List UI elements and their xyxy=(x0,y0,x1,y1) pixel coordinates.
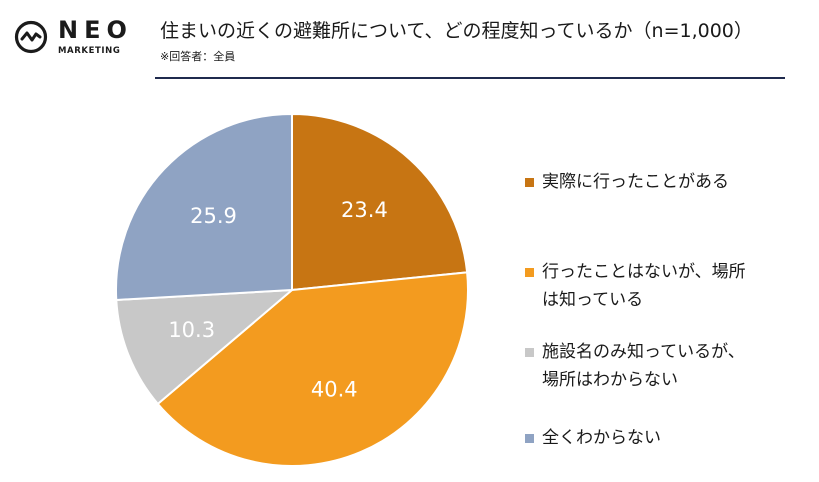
legend-label-2: 行ったことはないが、場所 は知っている xyxy=(542,262,746,310)
pie-slice-3 xyxy=(115,288,295,406)
chart-subtitle: ※回答者：全員 xyxy=(160,50,236,63)
pie-slice-label-1: 23.4 xyxy=(341,198,388,222)
pie-slice-1 xyxy=(291,112,469,292)
pie-slice-label-4: 25.9 xyxy=(190,204,237,228)
logo-subtext: MARKETING xyxy=(58,46,121,56)
legend-swatch-1 xyxy=(525,178,534,187)
chart-title: 住まいの近くの避難所について、どの程度知っているか（n=1,000） xyxy=(160,20,753,42)
legend-item-1: 実際に行ったことがある xyxy=(525,168,782,196)
legend-swatch-3 xyxy=(525,348,534,357)
neo-marketing-logo: NEO MARKETING xyxy=(14,14,144,64)
legend-item-3: 施設名のみ知っているが、 場所はわからない xyxy=(525,338,782,394)
legend-item-4: 全くわからない xyxy=(525,424,782,452)
legend-item-2: 行ったことはないが、場所 は知っている xyxy=(525,258,782,314)
pie-slice-2 xyxy=(156,271,469,467)
logo-wordmark: NEO xyxy=(58,16,133,44)
legend-label-4: 全くわからない xyxy=(542,428,661,448)
legend-swatch-2 xyxy=(525,268,534,277)
neo-logo-icon xyxy=(14,20,48,54)
pie-slice-label-2: 40.4 xyxy=(311,377,358,401)
header-divider xyxy=(155,77,785,79)
legend-label-3: 施設名のみ知っているが、 場所はわからない xyxy=(542,342,745,390)
pie-slice-4 xyxy=(115,112,293,302)
pie-slice-label-3: 10.3 xyxy=(168,318,215,342)
legend-swatch-4 xyxy=(525,434,534,443)
legend-label-1: 実際に行ったことがある xyxy=(542,172,729,192)
